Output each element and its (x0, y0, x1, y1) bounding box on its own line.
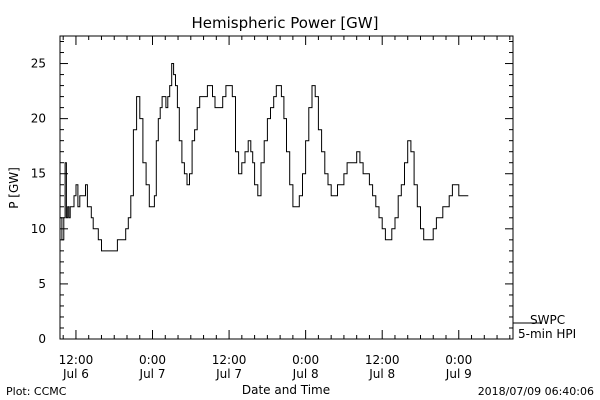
x-tick-time-label: 12:00 (59, 353, 94, 367)
y-tick-labels: 0 5 10 15 20 25 (31, 57, 46, 346)
x-tick-date-label: Jul 6 (62, 367, 89, 381)
y-tick-label: 25 (31, 57, 46, 71)
chart-title: Hemispheric Power [GW] (192, 14, 379, 32)
series-line-hpi (60, 63, 469, 252)
y-tick-label: 15 (31, 167, 46, 181)
y-tick-label: 5 (38, 277, 46, 291)
x-tick-time-label: 12:00 (365, 353, 400, 367)
x-tick-date-label: Jul 8 (292, 367, 319, 381)
x-axis-label: Date and Time (242, 383, 330, 397)
x-tick-date-label: Jul 9 (445, 367, 472, 381)
legend-source: SWPC (530, 313, 565, 327)
footer-right: 2018/07/09 06:40:06 (478, 385, 594, 398)
y-axis-label: P [GW] (7, 167, 21, 209)
y-tick-label: 20 (31, 112, 46, 126)
axis-ticks (60, 36, 513, 340)
x-tick-date-label: Jul 8 (368, 367, 395, 381)
x-tick-time-label: 0:00 (445, 353, 472, 367)
x-tick-time-label: 0:00 (292, 353, 319, 367)
legend-series: 5-min HPI (518, 327, 576, 341)
y-tick-label: 0 (38, 332, 46, 346)
x-tick-date-label: Jul 7 (139, 367, 166, 381)
x-tick-time-label: 0:00 (139, 353, 166, 367)
x-tick-date-label: Jul 7 (215, 367, 242, 381)
y-tick-label: 10 (31, 222, 46, 236)
x-tick-time-label: 12:00 (212, 353, 247, 367)
plot-frame (59, 35, 514, 340)
footer-left: Plot: CCMC (6, 385, 67, 398)
